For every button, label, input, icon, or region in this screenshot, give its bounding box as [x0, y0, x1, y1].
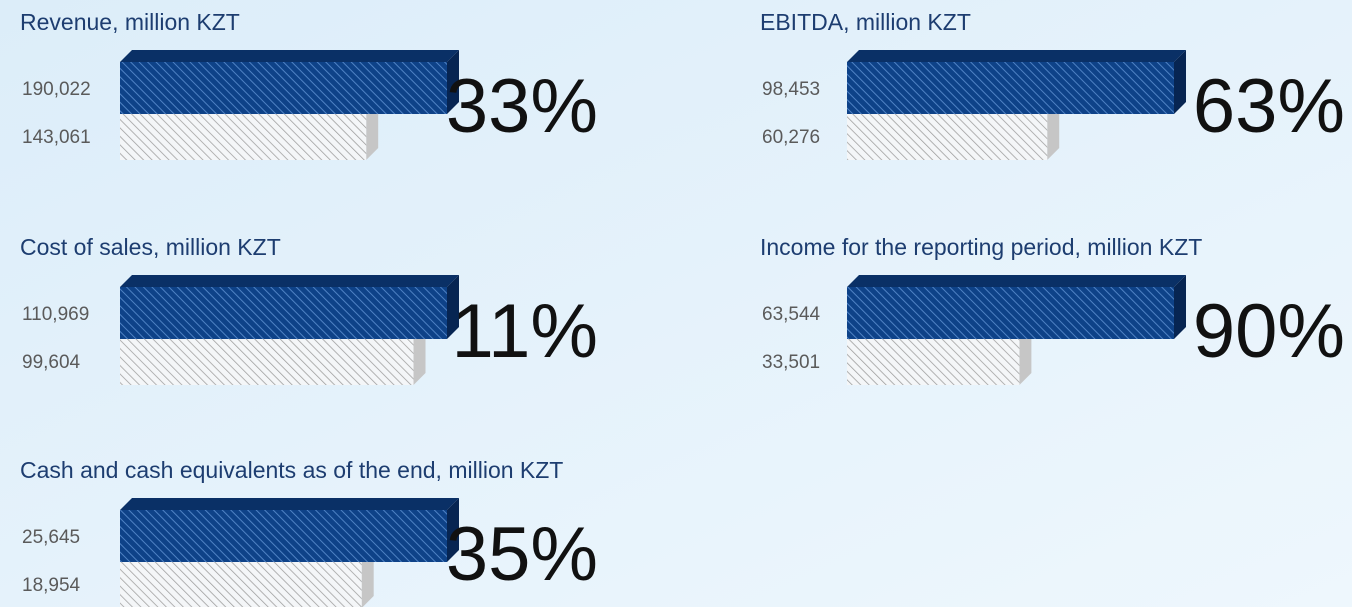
bar — [847, 287, 1174, 339]
bar-top — [120, 275, 459, 287]
bar-side — [1174, 50, 1186, 114]
bar — [120, 62, 447, 114]
value-label: 18,954 — [22, 575, 81, 596]
chart-title: Cash and cash equivalents as of the end,… — [20, 457, 563, 483]
mini-chart: EBITDA, million KZT 60,276 98,453 63% — [760, 9, 1345, 160]
chart-title: Income for the reporting period, million… — [760, 234, 1202, 260]
value-label: 143,061 — [22, 127, 91, 148]
bar-side — [447, 50, 459, 114]
bar-top — [120, 498, 459, 510]
mini-chart: Income for the reporting period, million… — [760, 234, 1345, 385]
bar-side — [447, 275, 459, 339]
change-percent: 33% — [446, 64, 598, 149]
bar — [120, 287, 447, 339]
mini-chart: Cash and cash equivalents as of the end,… — [20, 457, 598, 607]
mini-chart: Cost of sales, million KZT 99,604 110,969 1… — [20, 234, 598, 385]
value-label: 98,453 — [762, 79, 820, 100]
change-percent: 63% — [1193, 64, 1345, 149]
chart-title: Cost of sales, million KZT — [20, 234, 281, 260]
change-percent: 11% — [452, 289, 598, 374]
change-percent: 90% — [1193, 289, 1345, 374]
value-label: 25,645 — [22, 527, 80, 548]
bar-side — [447, 498, 459, 562]
value-label: 63,544 — [762, 304, 821, 325]
value-label: 60,276 — [762, 127, 820, 148]
chart-title: Revenue, million KZT — [20, 9, 240, 35]
value-label: 99,604 — [22, 352, 81, 373]
bar — [847, 62, 1174, 114]
bar — [120, 510, 447, 562]
change-percent: 35% — [446, 512, 598, 597]
value-label: 190,022 — [22, 79, 91, 100]
value-label: 110,969 — [22, 304, 89, 325]
bar-top — [847, 50, 1186, 62]
mini-chart: Revenue, million KZT 143,061 190,022 33% — [20, 9, 598, 160]
bar-side — [1174, 275, 1186, 339]
bar-top — [847, 275, 1186, 287]
value-label: 33,501 — [762, 352, 820, 373]
bar-top — [120, 50, 459, 62]
chart-title: EBITDA, million KZT — [760, 9, 971, 35]
